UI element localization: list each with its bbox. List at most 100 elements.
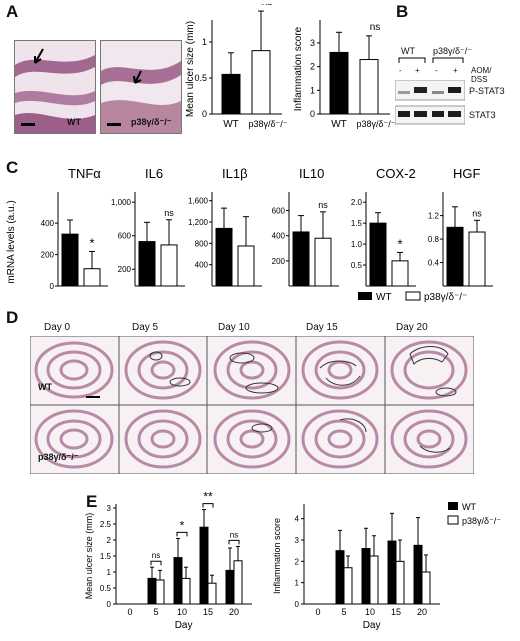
e-ulcer-bar [181, 577, 191, 605]
e-ulcer-tick-label: 1 [107, 568, 112, 577]
e-ulcer-x-tick-label: 15 [203, 607, 213, 617]
gene-tick-label: 1.5 [351, 219, 363, 228]
gene-tick-label: 2.0 [351, 198, 363, 207]
inflam-category-label: p38γ/δ⁻/⁻ [356, 119, 395, 129]
gene-significance: ns [472, 208, 482, 218]
e-ulcer-x-label: Day [175, 620, 193, 631]
e-ulcer-x-tick-label: 5 [153, 607, 158, 617]
gene-tick-label: 600 [118, 232, 132, 241]
gene-title: IL10 [299, 166, 324, 181]
gene-bar [160, 244, 178, 287]
inflam-tick-label: 3 [310, 38, 315, 48]
lane-1: - [399, 66, 402, 75]
gene-tick-label: 0.5 [351, 261, 363, 270]
e-ulcer-bar [225, 569, 235, 605]
ulcer-bar [251, 50, 271, 115]
gene-bar [446, 226, 464, 287]
blot-bands [395, 80, 465, 125]
micrograph-ko-image [101, 41, 181, 133]
gene-tick-label: 400 [41, 219, 55, 228]
e-ulcer-bar [173, 557, 183, 605]
e-inflam-y-label: Inflammation score [272, 518, 282, 594]
band-label-pstat3: P-STAT3 [469, 86, 505, 96]
ulcer-size-chart: 0 0.5 1 Mean ulcer size (mm) WT p38γ/δ⁻/⁻ ns [185, 4, 288, 130]
gene-bar [61, 233, 79, 287]
e-ulcer-sig-bracket [202, 503, 214, 508]
gene-bar [369, 222, 387, 287]
e-ulcer-sig-bracket [228, 539, 240, 545]
lane-3: - [435, 66, 438, 75]
e-ulcer-x-tick-label: 20 [229, 607, 239, 617]
ulcer-tick-label: 0 [202, 109, 207, 119]
gene-tick-label: 0.4 [428, 259, 440, 268]
gene-significance: ns [318, 200, 328, 210]
ulcer-category-label: p38γ/δ⁻/⁻ [248, 119, 287, 129]
inflammation-score-chart: 0 1 2 3 Inflammation score WT p38γ/δ⁻/⁻ ns [293, 20, 396, 130]
gene-tick-label: 200 [272, 257, 286, 266]
inflam-y-label: Inflammation score [293, 26, 304, 111]
western-blot: WT p38γ/δ⁻/⁻ - + - + AOM/ DSS P-STAT3 ST… [395, 28, 520, 148]
e-ulcer-bar [155, 579, 165, 605]
e-inflam-bar [421, 571, 431, 605]
legend-swatch-wt [358, 292, 372, 300]
panel-letter-e: E [86, 492, 98, 511]
gene-title: IL1β [222, 166, 248, 181]
e-ulcer-tick-label: 2 [107, 536, 112, 545]
micrograph-wt-image [15, 41, 95, 133]
e-ulcer-significance: * [180, 518, 185, 532]
day-label-0: Day 0 [44, 322, 71, 333]
mrna-levels-chart: mRNA levels (a.u.) TNFα 0 200 400 * IL6 200 600 1… [6, 166, 493, 303]
panel-letter-c: C [6, 158, 19, 177]
gene-tick-label: 400 [272, 232, 286, 241]
ulcer-size-time-chart: 0 0.5 1 1.5 2 2.5 3 Mean ulcer size (mm) 0 5 ns 10 *… [84, 490, 252, 631]
e-ulcer-significance: ** [203, 490, 213, 504]
e-ulcer-x-tick-label: 0 [127, 607, 132, 617]
e-ulcer-y-label: Mean ulcer size (mm) [84, 513, 94, 600]
gene-tick-label: 1,000 [111, 198, 132, 207]
inflammation-time-chart: 0 1 2 3 4 Inflammation score 0 5 10 15 20 Day WT p38γ… [272, 502, 501, 631]
gene-significance: * [89, 235, 94, 250]
gene-bar [138, 241, 156, 287]
e-inflam-bar [413, 544, 423, 605]
ulcer-tick-label: 1 [202, 37, 207, 47]
tissue-sections [30, 336, 474, 474]
tissue-row-label-ko: p38γ/δ⁻/⁻ [38, 452, 79, 462]
e-legend-label-ko: p38γ/δ⁻/⁻ [462, 516, 501, 526]
gene-tick-label: 800 [195, 239, 209, 248]
e-legend-label-wt: WT [462, 502, 476, 512]
ulcer-category-label: WT [223, 119, 239, 130]
day-label-10: Day 10 [218, 322, 250, 333]
e-ulcer-tick-label: 3 [107, 504, 112, 513]
lane-4: + [453, 66, 458, 75]
day-label-15: Day 15 [306, 322, 338, 333]
panel-letter-b: B [396, 2, 409, 21]
inflam-significance: ns [370, 22, 381, 33]
e-inflam-x-tick-label: 5 [341, 607, 346, 617]
mrna-y-label: mRNA levels (a.u.) [6, 200, 17, 283]
gene-significance: ns [164, 208, 174, 218]
panel-letter-a: A [6, 2, 19, 21]
e-inflam-bar [361, 548, 371, 605]
gene-title: COX-2 [376, 166, 416, 181]
e-inflam-x-tick-label: 20 [417, 607, 427, 617]
gene-tick-label: 0 [50, 282, 55, 291]
e-inflam-tick-label: 1 [295, 579, 300, 588]
e-inflam-tick-label: 2 [295, 557, 300, 566]
e-ulcer-tick-label: 0.5 [100, 584, 112, 593]
gene-tick-label: 1,200 [188, 218, 209, 227]
e-ulcer-bar [199, 526, 209, 605]
gene-tick-label: 1,600 [188, 197, 209, 206]
ulcer-bar [221, 73, 241, 115]
micrograph-ko: p38γ/δ⁻/⁻ [100, 40, 182, 134]
legend-swatch-ko [405, 291, 421, 301]
blot-group-ko: p38γ/δ⁻/⁻ [433, 46, 473, 56]
e-inflam-bar [343, 567, 353, 605]
e-inflam-bar [369, 555, 379, 605]
e-inflam-tick-label: 0 [295, 600, 300, 609]
gene-tick-label: 400 [195, 261, 209, 270]
gene-bar [83, 268, 101, 287]
e-legend-swatch-wt [448, 502, 458, 510]
inflam-bar [329, 51, 349, 115]
ulcer-significance: ns [262, 4, 273, 8]
legend-label-wt: WT [376, 292, 392, 303]
